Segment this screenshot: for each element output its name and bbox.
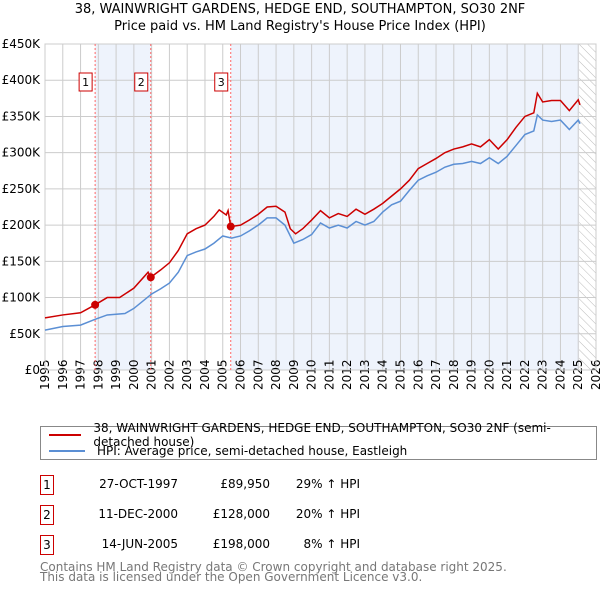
plot-border — [44, 43, 597, 371]
hpi-line — [44, 113, 581, 331]
price: £89,950 — [220, 477, 270, 491]
x-tick-label: 2008 — [269, 359, 283, 390]
y-tick-label: £250K — [2, 182, 42, 196]
footer-licence: This data is licensed under the Open Gov… — [40, 570, 423, 584]
x-tick-label: 2023 — [536, 359, 550, 390]
y-tick-label: £150K — [2, 254, 42, 268]
chart-subtitle: Price paid vs. HM Land Registry's House … — [114, 19, 486, 34]
legend-property: 38, WAINWRIGHT GARDENS, HEDGE END, SOUTH… — [93, 421, 551, 449]
x-tick-label: 2020 — [482, 359, 496, 390]
date: 11-DEC-2000 — [98, 507, 178, 521]
x-tick-label: 2014 — [376, 359, 390, 390]
legend-swatch-property — [49, 434, 82, 436]
x-tick-label: 2011 — [322, 359, 336, 390]
footer-copyright: Contains HM Land Registry data © Crown c… — [40, 560, 507, 574]
price: £198,000 — [212, 537, 270, 551]
sale-point — [226, 222, 235, 231]
x-tick-label: 2010 — [305, 359, 319, 390]
x-tick-label: 2001 — [145, 359, 159, 390]
x-tick-label: 2019 — [465, 359, 479, 390]
x-tick-label: 2015 — [393, 359, 407, 390]
x-tick-label: 2007 — [251, 359, 265, 390]
x-tick-label: 2025 — [571, 359, 585, 390]
price-chart: 1995 1996 1997 1998 1999 2000 2001 2002 2003 2004… — [2, 37, 600, 390]
chart-title: 38, WAINWRIGHT GARDENS, HEDGE END, SOUTH… — [74, 2, 526, 17]
hpi-diff: 20% ↑ HPI — [295, 507, 360, 521]
future-hatch — [579, 44, 596, 370]
x-tick-label: 2000 — [127, 359, 141, 390]
marker-badge: 1 — [40, 475, 54, 495]
sale-badge — [214, 72, 229, 92]
y-tick-label: £300K — [2, 146, 42, 160]
x-tick-label: 2009 — [287, 359, 301, 390]
date: 27-OCT-1997 — [99, 477, 178, 491]
legend-hpi: HPI: Average price, semi-detached house,… — [97, 444, 408, 458]
shaded-period — [95, 44, 151, 370]
y-tick-label: £350K — [2, 109, 42, 123]
x-tick-label: 2003 — [180, 359, 194, 390]
y-tick-label: £450K — [2, 37, 42, 51]
y-tick-label: £0 — [25, 363, 40, 377]
price: £128,000 — [212, 507, 270, 521]
sale-badge — [134, 72, 149, 92]
shaded-period — [230, 44, 580, 370]
x-tick-label: 1995 — [38, 359, 52, 390]
legend: 38, WAINWRIGHT GARDENS, HEDGE END, SOUTH… — [40, 421, 597, 460]
sale-badge — [78, 72, 93, 92]
x-tick-label: 2026 — [589, 359, 600, 390]
transaction-row: 2 11-DEC-2000 £128,000 20% ↑ HPI — [40, 505, 600, 525]
sale-badge-label: 3 — [218, 76, 225, 89]
x-tick-label: 2005 — [216, 359, 230, 390]
x-tick-label: 2004 — [198, 359, 212, 390]
x-tick-label: 2017 — [429, 359, 443, 390]
x-tick-label: 2013 — [358, 359, 372, 390]
property-line — [44, 91, 581, 319]
x-tick-label: 2022 — [518, 359, 532, 390]
x-tick-label: 2018 — [447, 359, 461, 390]
transaction-row: 1 27-OCT-1997 £89,950 29% ↑ HPI — [40, 475, 600, 495]
sale-point — [146, 273, 155, 282]
legend-swatch-hpi — [49, 450, 85, 452]
x-tick-label: 2024 — [553, 359, 567, 390]
y-tick-label: £100K — [2, 291, 42, 305]
x-tick-label: 2002 — [162, 359, 176, 390]
y-tick-label: £200K — [2, 218, 42, 232]
sale-badge-label: 2 — [138, 76, 145, 89]
hpi-diff: 8% ↑ HPI — [303, 537, 360, 551]
marker-badge: 3 — [40, 535, 54, 555]
y-tick-label: £50K — [9, 327, 41, 341]
x-tick-label: 2006 — [234, 359, 248, 390]
y-tick-label: £400K — [2, 73, 42, 87]
sale-point — [91, 300, 100, 309]
date: 14-JUN-2005 — [101, 537, 178, 551]
x-tick-label: 2021 — [500, 359, 514, 390]
x-tick-label: 2012 — [340, 359, 354, 390]
x-tick-label: 1998 — [91, 359, 105, 390]
x-tick-label: 2016 — [411, 359, 425, 390]
sale-badge-label: 1 — [82, 76, 89, 89]
marker-badge: 2 — [40, 505, 54, 525]
hpi-diff: 29% ↑ HPI — [295, 477, 360, 491]
x-tick-label: 1996 — [56, 359, 70, 390]
x-tick-label: 1999 — [109, 359, 123, 390]
x-tick-label: 1997 — [74, 359, 88, 390]
transaction-row: 3 14-JUN-2005 £198,000 8% ↑ HPI — [40, 535, 600, 555]
